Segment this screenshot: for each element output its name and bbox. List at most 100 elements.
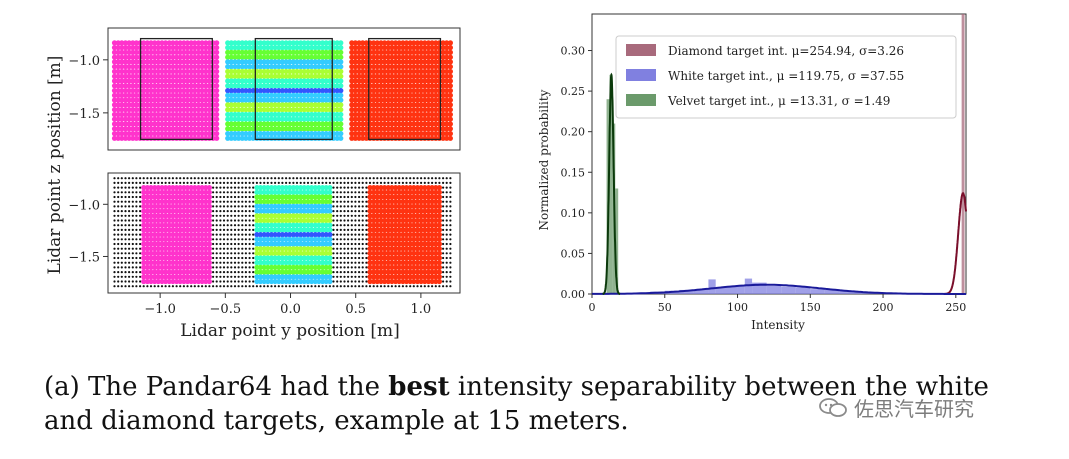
lidar-point (305, 64, 311, 70)
lidar-point (323, 260, 329, 266)
lidar-point (279, 64, 285, 70)
lidar-point (232, 102, 238, 108)
lidar-point (309, 88, 315, 94)
lidar-point (396, 232, 402, 238)
lidar-point (347, 181, 350, 184)
lidar-point (206, 97, 212, 103)
lidar-point (219, 238, 222, 241)
lidar-point (166, 269, 172, 275)
lidar-point (261, 250, 267, 256)
lidar-point (327, 73, 333, 79)
lidar-point (257, 232, 264, 238)
lidar-point (239, 64, 245, 70)
lidar-point (338, 97, 344, 103)
lidar-point (309, 116, 315, 122)
lidar-point (356, 111, 362, 118)
lidar-point (389, 116, 395, 122)
lidar-point (433, 83, 439, 89)
lidar-point (305, 83, 311, 89)
lidar-point (239, 102, 245, 108)
lidar-point (120, 242, 123, 246)
lidar-point (294, 185, 300, 191)
lidar-point (206, 255, 212, 261)
lidar-point (371, 189, 377, 195)
lidar-point (268, 68, 275, 75)
xtick-label: 0.0 (280, 302, 301, 317)
lidar-point (276, 68, 282, 75)
lidar-point (233, 177, 237, 180)
lidar-point (261, 236, 267, 242)
lidar-point (152, 199, 158, 205)
lidar-point (368, 285, 372, 288)
lidar-point (358, 275, 361, 278)
lidar-point (228, 135, 234, 141)
lidar-point (320, 274, 326, 280)
lidar-point (144, 73, 150, 79)
lidar-point (378, 189, 384, 195)
lidar-point (360, 64, 366, 70)
lidar-point (354, 181, 357, 184)
lidar-point (188, 222, 194, 228)
lidar-point (350, 247, 353, 250)
lidar-point (250, 73, 256, 79)
lidar-point (334, 97, 340, 103)
lidar-point (301, 274, 307, 280)
lidar-point (429, 131, 435, 137)
lidar-point (181, 250, 187, 256)
lidar-point (338, 121, 344, 127)
lidar-point (124, 181, 127, 184)
hist-bar (615, 188, 619, 294)
lidar-point (349, 54, 355, 60)
lidar-point (181, 78, 187, 84)
lidar-point (374, 45, 380, 51)
lidar-point (214, 116, 220, 122)
lidar-point (279, 73, 285, 79)
lidar-point (261, 73, 267, 79)
lidar-point (288, 181, 291, 184)
lidar-point (418, 203, 424, 209)
lidar-point (320, 116, 326, 122)
lidar-point (117, 233, 120, 236)
lidar-point (203, 68, 209, 75)
lidar-point (230, 214, 233, 217)
lidar-point (195, 40, 202, 46)
lidar-point (371, 264, 377, 270)
lidar-point (425, 59, 432, 65)
lidar-point (309, 45, 315, 51)
lidar-point (350, 191, 353, 194)
lidar-point (444, 116, 450, 122)
lidar-point (124, 200, 127, 203)
lidar-point (159, 255, 165, 261)
lidar-point (237, 271, 240, 274)
lidar-point (343, 233, 346, 236)
lidar-point (272, 78, 278, 84)
lidar-point (184, 278, 191, 285)
lidar-point (119, 92, 125, 98)
lidar-point (316, 111, 322, 118)
lidar-point (214, 121, 220, 127)
lidar-point (294, 227, 300, 233)
lidar-point (422, 73, 428, 79)
lidar-point (385, 227, 391, 233)
density-curve (592, 283, 966, 295)
lidar-point (212, 214, 215, 217)
lidar-point (261, 107, 267, 113)
lidar-point (232, 111, 238, 118)
lidar-point (339, 195, 342, 199)
lidar-point (111, 78, 118, 84)
lidar-point (347, 186, 350, 189)
lidar-point (400, 59, 406, 65)
lidar-point (243, 68, 249, 75)
lidar-point (338, 102, 344, 108)
lidar-point (268, 83, 275, 89)
lidar-point (272, 83, 278, 89)
lidar-point (309, 73, 315, 79)
caption-rest: intensity separability between the white… (44, 372, 989, 436)
lidar-point (396, 227, 402, 233)
lidar-point (276, 241, 282, 247)
lidar-point (425, 246, 432, 252)
lidar-point (283, 246, 289, 252)
lidar-point (188, 269, 194, 275)
lidar-point (152, 189, 158, 195)
lidar-point (203, 107, 209, 113)
